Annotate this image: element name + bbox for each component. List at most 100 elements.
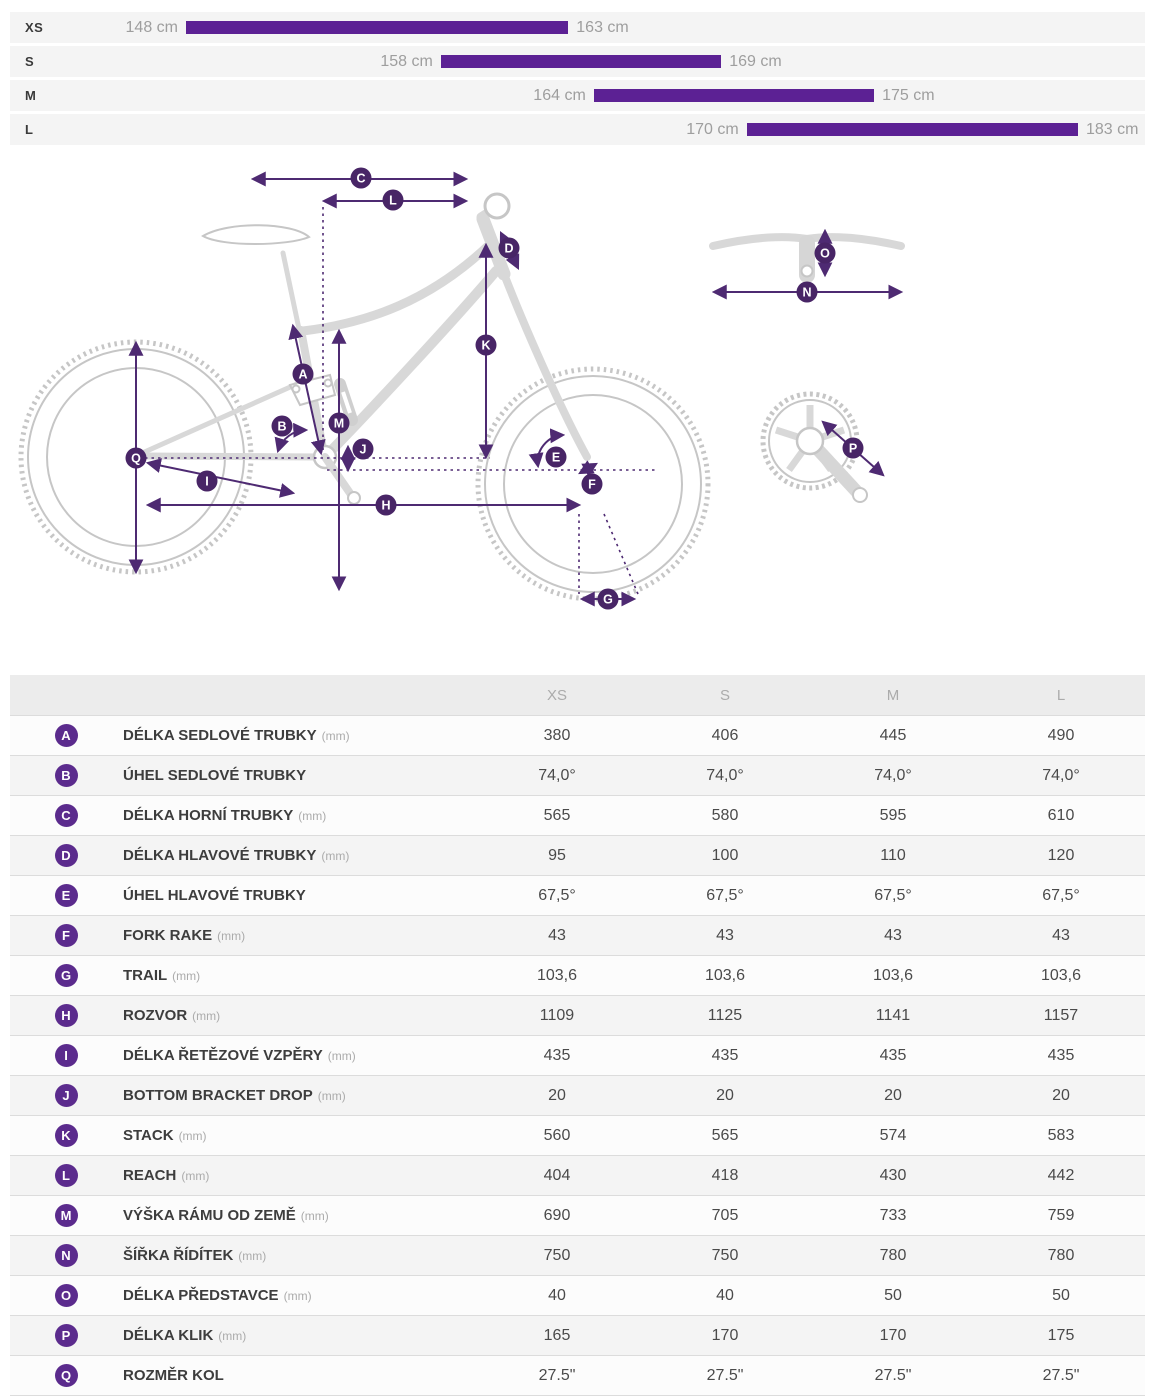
badge-cell: O xyxy=(10,1275,122,1316)
value-o-s: 40 xyxy=(641,1275,809,1316)
diagram-label-h: H xyxy=(375,494,397,516)
row-badge-n: N xyxy=(54,1244,78,1267)
row-label: DÉLKA KLIK xyxy=(123,1326,214,1344)
range-to-label: 169 cm xyxy=(729,53,782,70)
geometry-row-d: D DÉLKA HLAVOVÉ TRUBKY (mm) 95 100 110 120 xyxy=(10,835,1145,876)
badge-cell: D xyxy=(10,835,122,876)
trail-guide-steering-axis xyxy=(603,513,639,595)
value-n-l: 780 xyxy=(977,1235,1145,1276)
row-badge-a: A xyxy=(54,724,78,747)
row-label: STACK xyxy=(123,1126,174,1144)
svg-text:M: M xyxy=(334,416,344,430)
value-p-m: 170 xyxy=(809,1315,977,1356)
value-f-m: 43 xyxy=(809,915,977,956)
value-m-s: 705 xyxy=(641,1195,809,1236)
value-k-l: 583 xyxy=(977,1115,1145,1156)
value-m-xs: 690 xyxy=(473,1195,641,1236)
value-h-s: 1125 xyxy=(641,995,809,1036)
geometry-row-l: L REACH (mm) 404 418 430 442 xyxy=(10,1155,1145,1196)
range-from-label: 158 cm xyxy=(380,53,433,70)
table-header-row: XS S M L xyxy=(10,675,1145,716)
height-range-row-l: L 170 cm 183 cm xyxy=(10,114,1145,145)
value-o-xs: 40 xyxy=(473,1275,641,1316)
range-from-label: 148 cm xyxy=(125,19,178,36)
row-badge-h: H xyxy=(54,1004,78,1027)
diagram-label-f: F xyxy=(581,473,603,495)
badge-cell: F xyxy=(10,915,122,956)
range-from-label: 170 cm xyxy=(686,121,739,138)
value-c-l: 610 xyxy=(977,795,1145,836)
label-cell: ÚHEL SEDLOVÉ TRUBKY xyxy=(122,755,473,796)
badge-cell: H xyxy=(10,995,122,1036)
label-cell: TRAIL (mm) xyxy=(122,955,473,996)
height-range-row-m: M 164 cm 175 cm xyxy=(10,80,1145,111)
diagram-label-p: P xyxy=(842,437,864,459)
label-cell: ŠÍŘKA ŘÍDÍTEK (mm) xyxy=(122,1235,473,1276)
bike-drawing xyxy=(18,192,905,602)
geometry-row-h: H ROZVOR (mm) 1109 1125 1141 1157 xyxy=(10,995,1145,1036)
row-badge-l: L xyxy=(54,1164,78,1187)
range-to-label: 183 cm xyxy=(1086,121,1139,138)
value-e-s: 67,5° xyxy=(641,875,809,916)
value-h-xs: 1109 xyxy=(473,995,641,1036)
value-f-l: 43 xyxy=(977,915,1145,956)
svg-text:C: C xyxy=(356,171,365,185)
height-range-bar xyxy=(746,123,1078,136)
diagram-label-d: D xyxy=(498,237,520,259)
bike-geometry-diagram: A B C D E F G H I J K L M N O P Q xyxy=(0,148,1155,648)
value-j-l: 20 xyxy=(977,1075,1145,1116)
value-l-s: 418 xyxy=(641,1155,809,1196)
value-e-l: 67,5° xyxy=(977,875,1145,916)
size-label: S xyxy=(25,54,35,69)
diagram-label-a: A xyxy=(292,363,314,385)
row-unit: (mm) xyxy=(217,928,246,943)
value-d-m: 110 xyxy=(809,835,977,876)
value-c-s: 580 xyxy=(641,795,809,836)
value-j-s: 20 xyxy=(641,1075,809,1116)
row-unit: (mm) xyxy=(321,848,350,863)
height-range-bar xyxy=(440,55,722,68)
value-e-m: 67,5° xyxy=(809,875,977,916)
badge-cell: K xyxy=(10,1115,122,1156)
geometry-row-b: B ÚHEL SEDLOVÉ TRUBKY 74,0° 74,0° 74,0° 74,0° xyxy=(10,755,1145,796)
svg-text:F: F xyxy=(588,477,596,491)
row-unit: (mm) xyxy=(317,1088,346,1103)
value-j-m: 20 xyxy=(809,1075,977,1116)
value-i-m: 435 xyxy=(809,1035,977,1076)
value-p-l: 175 xyxy=(977,1315,1145,1356)
value-c-xs: 565 xyxy=(473,795,641,836)
header-size-m: M xyxy=(809,675,977,716)
svg-text:L: L xyxy=(389,193,397,207)
diagram-label-i: I xyxy=(196,470,218,492)
diagram-label-b: B xyxy=(271,415,293,437)
label-cell: DÉLKA KLIK (mm) xyxy=(122,1315,473,1356)
height-range-row-s: S 158 cm 169 cm xyxy=(10,46,1145,77)
badge-cell: L xyxy=(10,1155,122,1196)
geometry-row-j: J BOTTOM BRACKET DROP (mm) 20 20 20 20 xyxy=(10,1075,1145,1116)
size-label: XS xyxy=(25,20,44,35)
value-f-xs: 43 xyxy=(473,915,641,956)
row-unit: (mm) xyxy=(327,1048,356,1063)
row-badge-i: I xyxy=(54,1044,78,1067)
row-unit: (mm) xyxy=(181,1168,210,1183)
badge-cell: C xyxy=(10,795,122,836)
label-cell: STACK (mm) xyxy=(122,1115,473,1156)
row-label: DÉLKA PŘEDSTAVCE xyxy=(123,1286,279,1304)
diagram-label-q: Q xyxy=(125,447,147,469)
svg-text:O: O xyxy=(820,246,830,260)
geometry-row-p: P DÉLKA KLIK (mm) 165 170 170 175 xyxy=(10,1315,1145,1356)
row-label: ÚHEL SEDLOVÉ TRUBKY xyxy=(123,766,307,784)
value-q-s: 27.5" xyxy=(641,1355,809,1396)
value-a-l: 490 xyxy=(977,715,1145,756)
diagram-label-l: L xyxy=(382,189,404,211)
value-o-m: 50 xyxy=(809,1275,977,1316)
height-range-bar xyxy=(186,21,569,34)
row-label: ROZMĚR KOL xyxy=(123,1366,224,1384)
geometry-row-f: F FORK RAKE (mm) 43 43 43 43 xyxy=(10,915,1145,956)
rider-height-chart: XS 148 cm 163 cm S 158 cm 169 cm M 164 cm 175 cm… xyxy=(10,12,1145,145)
geometry-row-a: A DÉLKA SEDLOVÉ TRUBKY (mm) 380 406 445 490 xyxy=(10,715,1145,756)
row-label: FORK RAKE xyxy=(123,926,213,944)
value-e-xs: 67,5° xyxy=(473,875,641,916)
fork xyxy=(500,270,591,461)
row-badge-j: J xyxy=(54,1084,78,1107)
